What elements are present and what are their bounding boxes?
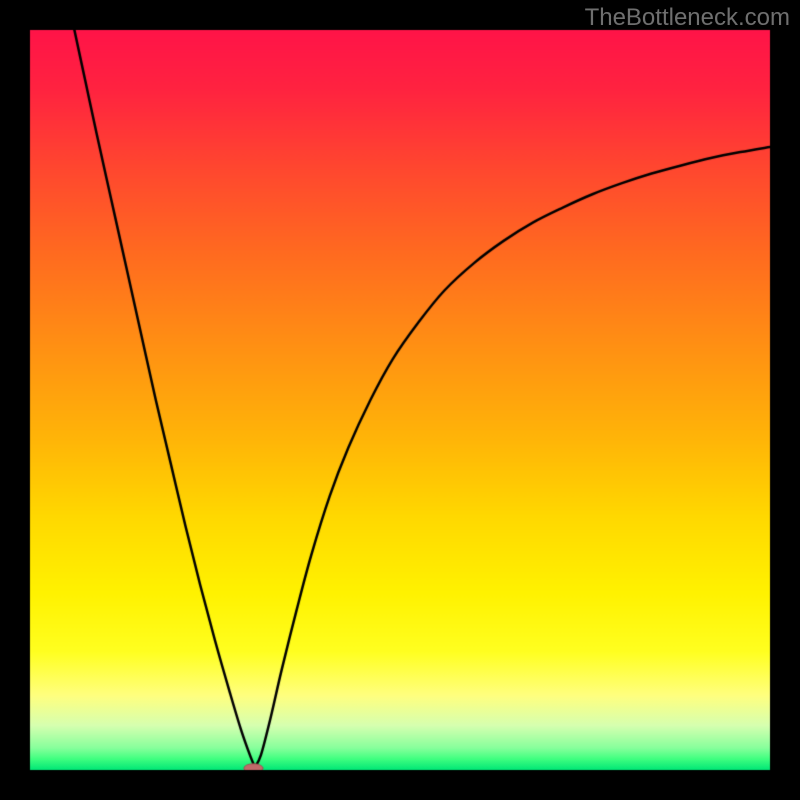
watermark-label: TheBottleneck.com <box>585 4 790 32</box>
chart-container: TheBottleneck.com <box>0 0 800 800</box>
bottleneck-curve-chart <box>0 0 800 800</box>
